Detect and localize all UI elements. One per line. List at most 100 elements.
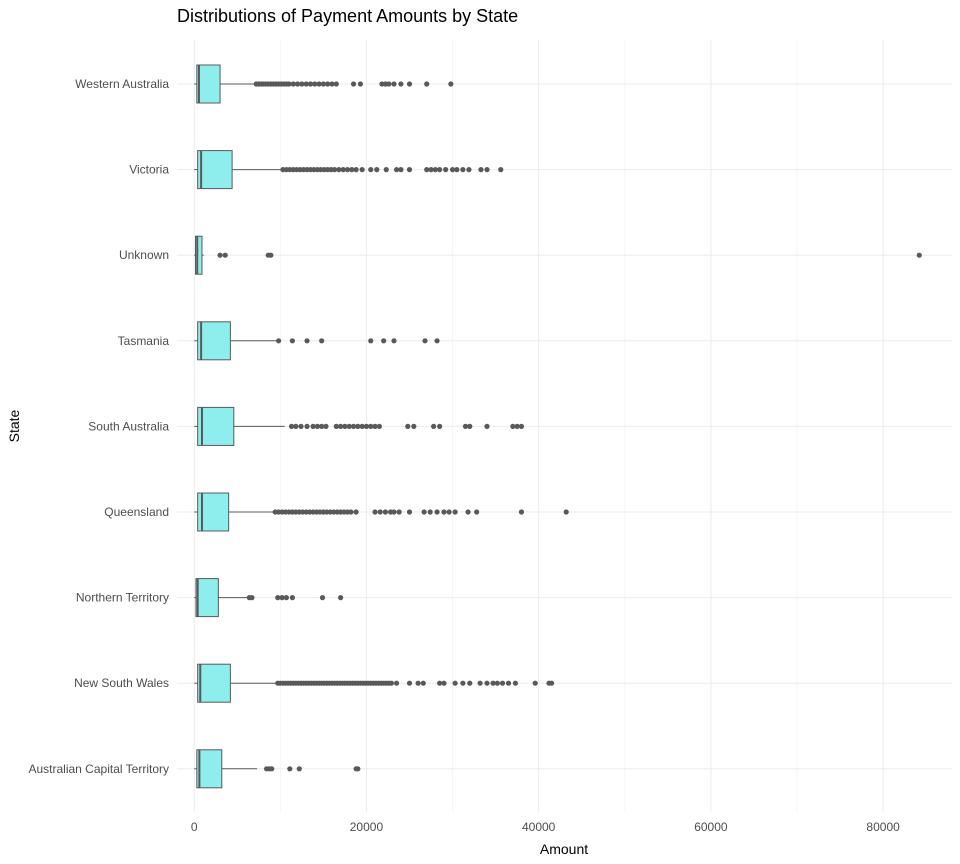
outlier-point <box>448 81 454 87</box>
x-tick-label: 20000 <box>350 820 384 834</box>
iqr-box <box>195 578 219 618</box>
iqr-box <box>197 406 235 446</box>
outlier-point <box>441 680 447 686</box>
outlier-point <box>350 81 357 87</box>
outlier-point <box>348 509 354 515</box>
outlier-point <box>294 81 301 87</box>
outlier-point <box>355 766 361 772</box>
outlier-point <box>484 680 490 686</box>
outlier-point <box>505 680 512 686</box>
outlier-point <box>368 423 374 429</box>
outlier-point <box>466 167 472 173</box>
iqr-box <box>196 64 221 104</box>
outlier-point <box>393 680 400 686</box>
outlier-point <box>532 680 538 686</box>
y-tick-label: South Australia <box>88 419 169 433</box>
outlier-point <box>310 423 316 429</box>
outlier-point <box>510 423 516 429</box>
chart-title: Distributions of Payment Amounts by Stat… <box>177 6 518 26</box>
outlier-point <box>303 81 309 87</box>
outlier-point <box>478 167 484 173</box>
outlier-point <box>314 423 320 429</box>
outlier-point <box>405 423 411 429</box>
outlier-point <box>299 81 305 87</box>
outlier-point <box>916 252 922 258</box>
outlier-point <box>279 595 285 601</box>
outlier-point <box>406 81 413 87</box>
outlier-point <box>359 423 365 429</box>
outlier-point <box>398 81 404 87</box>
outlier-point <box>289 595 295 601</box>
outlier-point <box>289 338 295 344</box>
outlier-point <box>249 595 255 601</box>
outlier-point <box>374 167 380 173</box>
outlier-point <box>316 81 322 87</box>
outlier-point <box>338 595 344 601</box>
outlier-point <box>437 423 443 429</box>
outlier-point <box>357 81 364 87</box>
outlier-point <box>494 680 500 686</box>
outlier-point <box>338 423 344 429</box>
y-tick-label: Victoria <box>129 163 169 177</box>
outlier-point <box>298 423 304 429</box>
outlier-point <box>391 338 397 344</box>
outlier-point <box>477 680 483 686</box>
x-tick-label: 0 <box>191 820 198 834</box>
outlier-point <box>304 423 310 429</box>
outlier-point <box>393 167 400 173</box>
outlier-point <box>434 509 440 515</box>
outlier-point <box>340 167 346 173</box>
outlier-point <box>319 423 325 429</box>
outlier-point <box>329 81 335 87</box>
outlier-point <box>431 423 437 429</box>
y-tick-label: Western Australia <box>75 77 169 91</box>
outlier-point <box>422 338 428 344</box>
outlier-point <box>290 81 296 87</box>
outlier-point <box>460 167 466 173</box>
y-tick-label: Australian Capital Territory <box>28 762 169 776</box>
outlier-point <box>415 680 421 686</box>
y-tick-label: New South Wales <box>74 676 169 690</box>
outlier-point <box>276 338 282 344</box>
outlier-point <box>454 167 460 173</box>
outlier-point <box>336 167 342 173</box>
box-layer <box>194 64 922 789</box>
outlier-point <box>424 167 430 173</box>
outlier-point <box>382 509 388 515</box>
outlier-point <box>518 423 525 429</box>
outlier-point <box>518 509 525 515</box>
box-queensland <box>194 492 569 532</box>
outlier-point <box>437 167 443 173</box>
outlier-point <box>368 338 374 344</box>
outlier-point <box>349 167 355 173</box>
x-tick-label: 40000 <box>522 820 556 834</box>
outlier-point <box>331 167 338 173</box>
outlier-point <box>307 81 314 87</box>
iqr-box <box>197 321 231 361</box>
outlier-point <box>377 509 383 515</box>
outlier-point <box>283 595 289 601</box>
outlier-point <box>286 81 292 87</box>
outlier-point <box>467 423 473 429</box>
outlier-point <box>355 423 361 429</box>
outlier-point <box>474 509 480 515</box>
x-axis-title: Amount <box>540 841 588 857</box>
outlier-point <box>388 680 395 686</box>
box-northern-territory <box>194 578 344 618</box>
outlier-point <box>437 680 443 686</box>
outlier-point <box>383 167 389 173</box>
outlier-point <box>465 509 471 515</box>
y-tick-label: Northern Territory <box>76 591 169 605</box>
outlier-point <box>391 81 397 87</box>
outlier-point <box>484 423 490 429</box>
outlier-point <box>293 423 299 429</box>
outlier-point <box>333 423 339 429</box>
outlier-point <box>376 423 382 429</box>
iqr-box <box>196 749 223 789</box>
outlier-point <box>514 423 520 429</box>
outlier-point <box>368 167 374 173</box>
outlier-point <box>353 167 359 173</box>
outlier-point <box>563 509 569 515</box>
outlier-point <box>359 167 365 173</box>
